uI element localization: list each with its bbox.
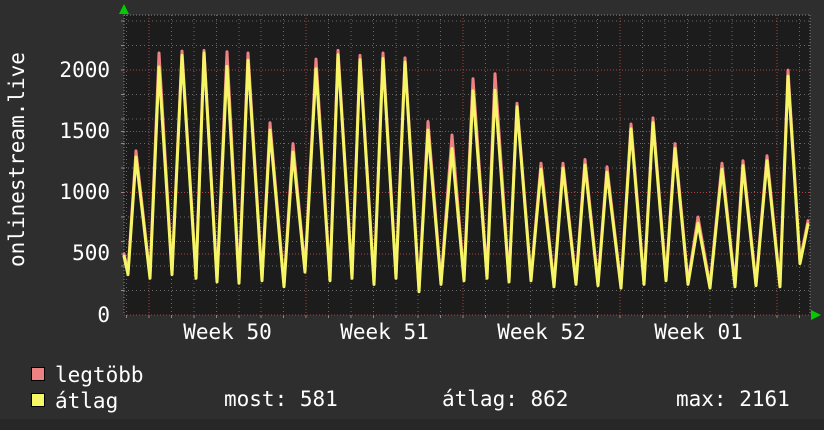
x-tick-label: Week 51 — [340, 320, 429, 344]
y-tick-label: 0 — [97, 302, 110, 327]
x-tick-label: Week 52 — [497, 320, 586, 344]
x-tick-label: Week 01 — [654, 320, 743, 344]
axis-up-arrow-icon — [119, 4, 129, 14]
series-line-atlag — [122, 51, 810, 294]
y-tick-label: 500 — [72, 241, 110, 266]
stat-most: most: 581 — [224, 387, 338, 411]
y-tick-label: 1500 — [59, 118, 110, 143]
stat-max: max: 2161 — [676, 387, 790, 411]
legend-label-atlag: átlag — [55, 389, 119, 413]
graph-title: onlinestream.live — [5, 52, 29, 267]
chart-plot — [121, 14, 811, 318]
bottom-strip — [0, 419, 824, 430]
x-tick-label: Week 50 — [183, 320, 272, 344]
stat-atlag: átlag: 862 — [442, 387, 569, 411]
axis-right-arrow-icon — [811, 310, 821, 320]
y-tick-label: 2000 — [59, 57, 110, 82]
legend-swatch-atlag — [31, 393, 45, 407]
legend-swatch-legtobb — [31, 367, 45, 381]
y-tick-label: 1000 — [59, 180, 110, 205]
legend-label-legtobb: legtöbb — [55, 363, 144, 387]
